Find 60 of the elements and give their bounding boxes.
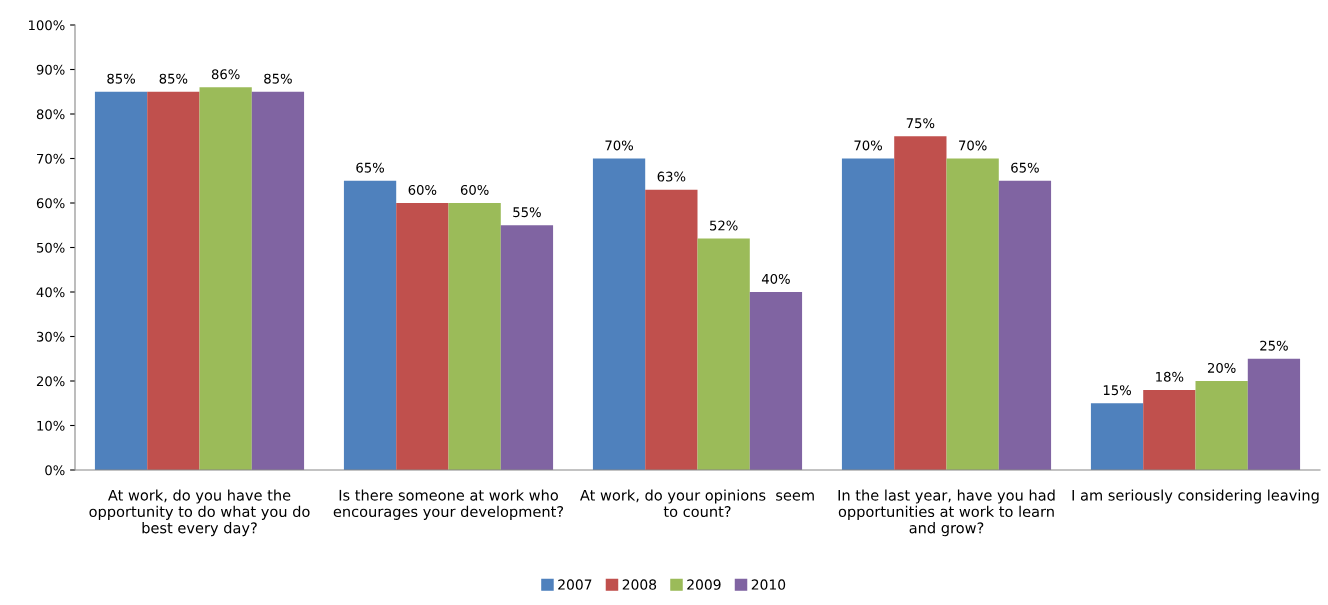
bar bbox=[1090, 403, 1144, 470]
data-label: 85% bbox=[264, 73, 292, 84]
bar bbox=[1143, 389, 1196, 470]
data-label: 70% bbox=[959, 140, 987, 151]
data-label: 60% bbox=[408, 184, 437, 195]
legend-label: 2007 bbox=[558, 579, 592, 590]
bar bbox=[841, 158, 895, 470]
data-label: 25% bbox=[1260, 340, 1288, 351]
legend-label: 2008 bbox=[622, 579, 657, 590]
bar bbox=[645, 189, 698, 470]
x-tick-label: In the last year, have you had opportunities at work to learn and grow? bbox=[838, 489, 1055, 537]
bar bbox=[94, 91, 148, 470]
bar bbox=[946, 158, 999, 470]
y-tick-label: 90% bbox=[36, 64, 65, 75]
y-tick-label: 30% bbox=[36, 331, 65, 342]
data-label: 85% bbox=[107, 73, 135, 84]
data-label: 15% bbox=[1103, 385, 1131, 396]
bar bbox=[147, 91, 200, 470]
bar bbox=[894, 136, 947, 470]
data-label: 65% bbox=[356, 162, 384, 173]
data-label: 55% bbox=[513, 207, 541, 218]
x-tick-label: At work, do you have the opportunity to do what you do best every day? bbox=[89, 489, 310, 537]
x-tick-label: At work, do your opinions seem to count? bbox=[580, 489, 814, 518]
data-label: 18% bbox=[1156, 371, 1184, 382]
y-tick-label: 60% bbox=[36, 198, 65, 209]
y-tick-label: 80% bbox=[36, 109, 65, 120]
bar bbox=[343, 180, 397, 470]
bar bbox=[199, 87, 252, 470]
data-label: 52% bbox=[710, 220, 738, 231]
bar bbox=[749, 292, 803, 470]
y-tick-label: 20% bbox=[36, 376, 65, 387]
y-tick-label: 100% bbox=[29, 20, 65, 31]
x-tick-label: I am seriously considering leaving bbox=[1072, 489, 1319, 504]
legend-label: 2009 bbox=[687, 579, 721, 590]
data-label: 20% bbox=[1207, 362, 1236, 373]
data-label: 85% bbox=[159, 73, 188, 84]
y-tick-label: 10% bbox=[37, 420, 65, 431]
x-tick-label: Is there someone at work who encourages your development? bbox=[333, 489, 564, 520]
bar bbox=[592, 158, 646, 470]
bar bbox=[998, 180, 1052, 470]
data-label: 40% bbox=[761, 273, 790, 284]
data-label: 86% bbox=[211, 69, 240, 80]
bar bbox=[1247, 358, 1301, 470]
bar bbox=[500, 225, 554, 470]
y-tick-label: 0% bbox=[45, 465, 65, 476]
data-label: 70% bbox=[605, 140, 633, 151]
y-tick-label: 50% bbox=[36, 242, 65, 253]
data-label: 75% bbox=[906, 118, 935, 129]
bar bbox=[396, 203, 449, 470]
y-tick-label: 40% bbox=[36, 287, 65, 298]
legend-label: 2010 bbox=[751, 579, 786, 590]
bar bbox=[1195, 381, 1248, 470]
bar bbox=[251, 91, 305, 470]
bar bbox=[697, 238, 750, 470]
data-label: 60% bbox=[460, 184, 489, 195]
bar bbox=[448, 203, 501, 470]
data-label: 70% bbox=[854, 140, 882, 151]
y-tick-label: 70% bbox=[37, 153, 65, 164]
data-label: 63% bbox=[657, 171, 686, 182]
data-label: 65% bbox=[1011, 162, 1039, 173]
